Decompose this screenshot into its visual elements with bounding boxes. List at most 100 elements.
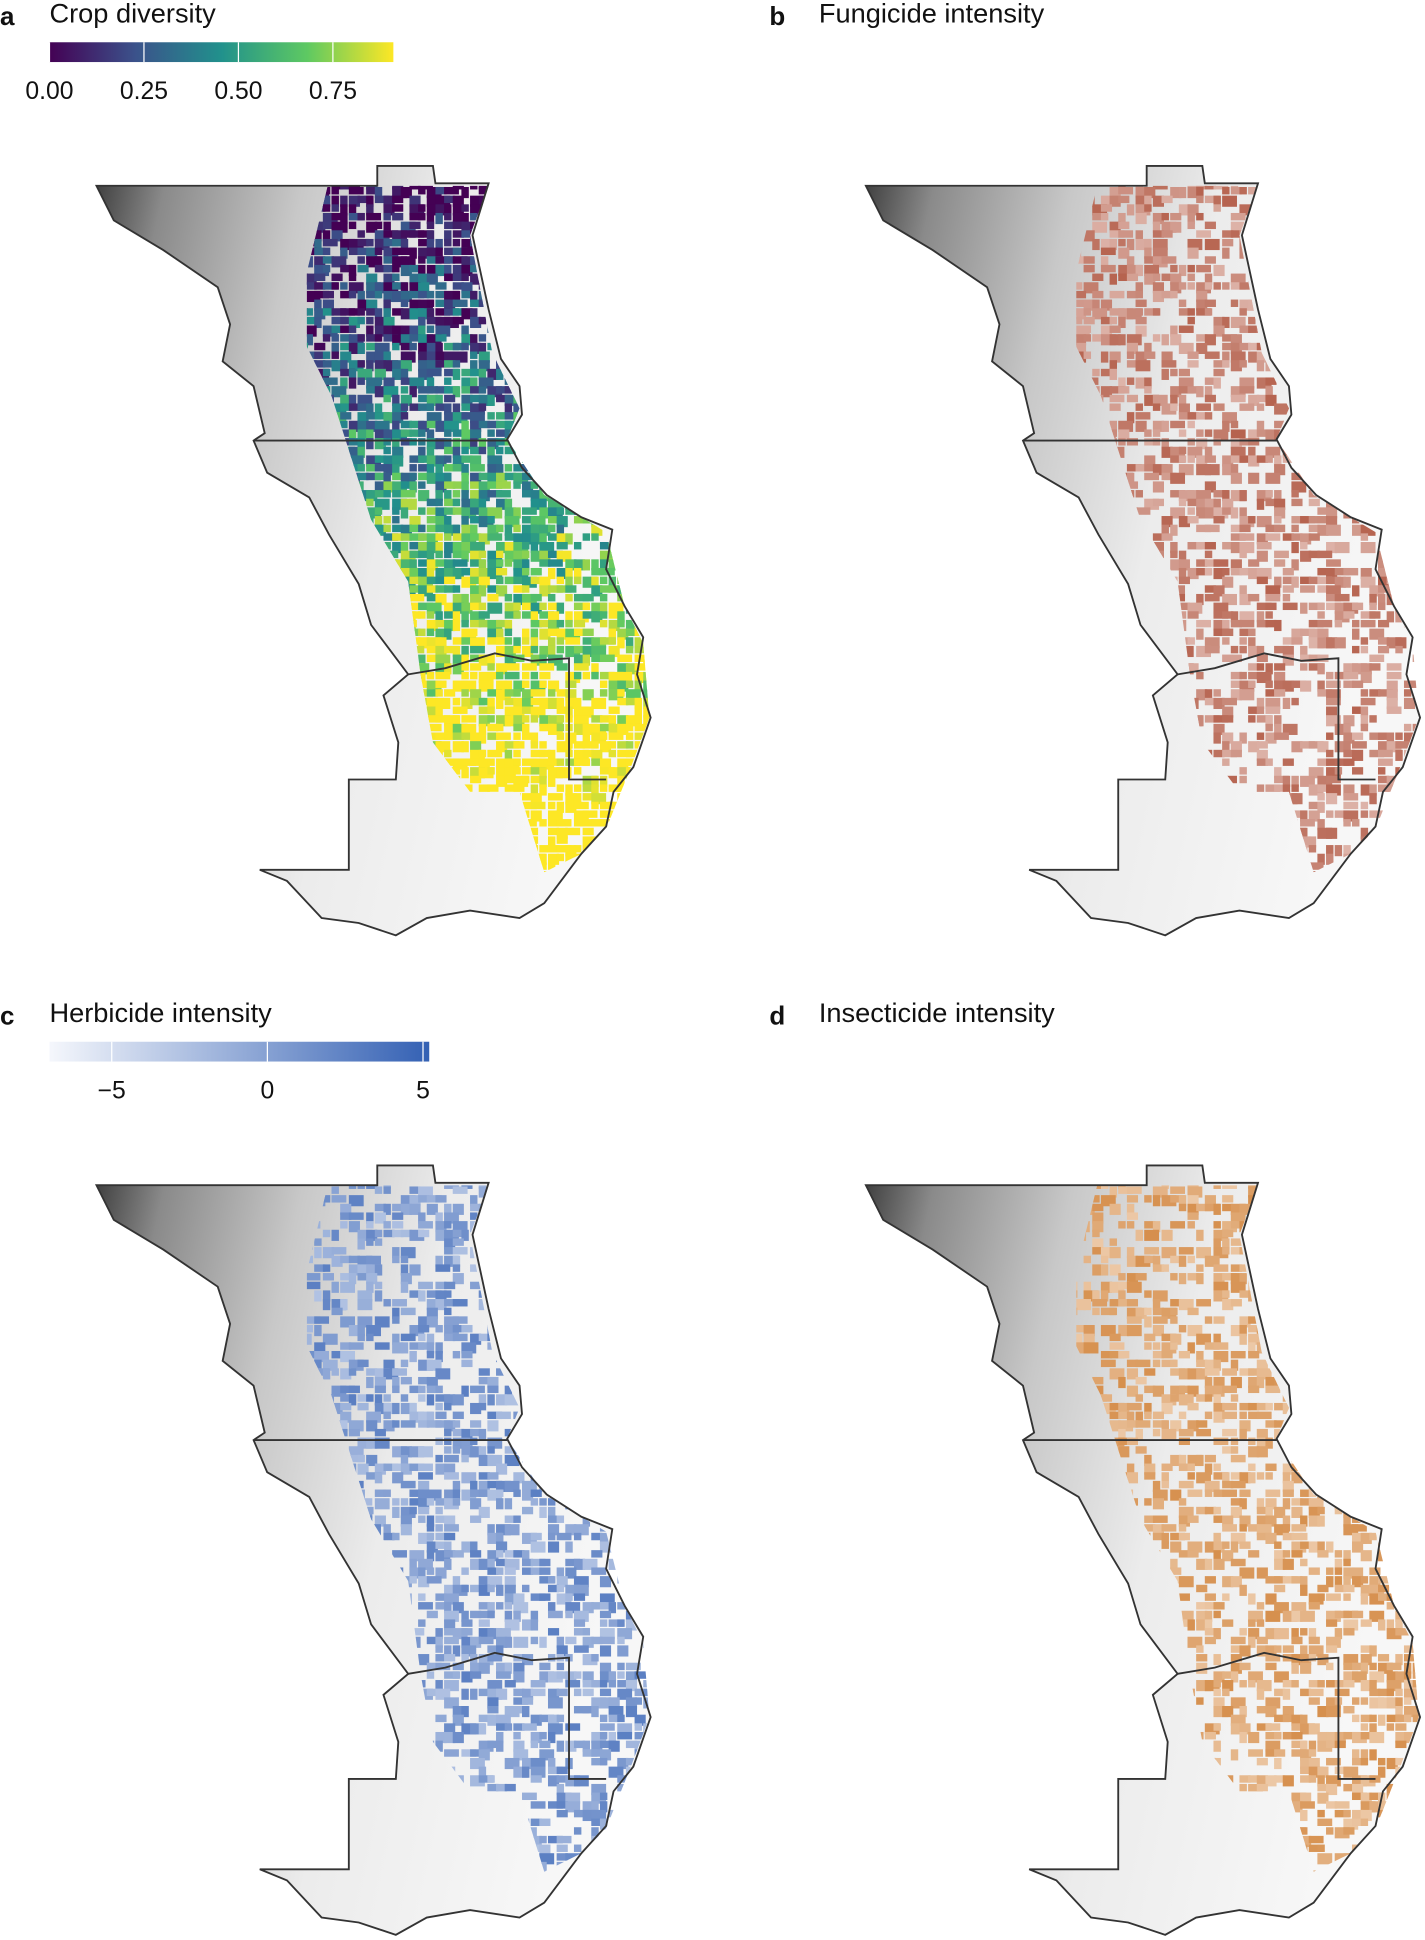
crop-field (539, 386, 555, 398)
crop-field (496, 732, 511, 740)
crop-field (452, 221, 464, 230)
crop-field (1291, 195, 1307, 204)
crop-field (626, 178, 637, 185)
panel-letter: a (0, 1, 15, 31)
crop-field (565, 247, 581, 259)
crop-field (513, 342, 521, 351)
crop-field (1300, 628, 1315, 637)
crop-field (617, 472, 633, 481)
crop-field (1256, 542, 1272, 550)
crop-field (1239, 637, 1247, 645)
crop-field (1369, 403, 1377, 415)
crop-field (444, 749, 452, 758)
crop-field (461, 923, 472, 930)
crop-field (635, 914, 646, 925)
crop-field (1135, 403, 1143, 411)
crop-field (556, 637, 565, 645)
crop-field (400, 542, 409, 554)
crop-field (1230, 611, 1239, 623)
crop-field (322, 308, 334, 316)
crop-field (306, 836, 309, 848)
crop-field (1377, 567, 1390, 580)
crop-field (314, 758, 330, 766)
crop-field (426, 706, 442, 718)
crop-field (478, 498, 487, 510)
crop-field (565, 914, 580, 925)
crop-field (322, 282, 338, 290)
crop-field (556, 567, 572, 580)
crop-field (314, 923, 325, 934)
crop-field (522, 628, 530, 640)
crop-field (591, 170, 606, 177)
crop-field (1300, 663, 1308, 671)
crop-field (539, 645, 555, 658)
crop-field (1361, 923, 1376, 930)
crop-field (1248, 914, 1255, 921)
crop-field (453, 923, 460, 934)
crop-field (609, 914, 620, 921)
crop-field (348, 671, 364, 680)
crop-field (1413, 888, 1425, 899)
crop-field (1076, 732, 1087, 744)
crop-field (374, 247, 383, 256)
crop-field (1387, 897, 1394, 908)
crop-field (366, 671, 378, 680)
crop-field (1230, 342, 1242, 354)
crop-field (1317, 464, 1333, 476)
crop-field (617, 680, 629, 692)
crop-field (1265, 290, 1273, 299)
crop-field (1317, 827, 1333, 839)
crop-field (539, 784, 547, 796)
crop-field (383, 741, 395, 749)
crop-field (625, 723, 634, 732)
crop-field (400, 490, 416, 498)
crop-field (1343, 819, 1351, 827)
crop-field (487, 767, 495, 775)
crop-field (1187, 420, 1195, 429)
crop-field (1100, 680, 1116, 692)
crop-field (383, 204, 395, 216)
crop-field (643, 715, 650, 727)
crop-field (340, 195, 348, 207)
crop-field (1118, 238, 1126, 247)
crop-field (556, 386, 568, 394)
crop-field (418, 368, 433, 380)
crop-field (1317, 368, 1325, 380)
crop-field (1135, 749, 1151, 761)
crop-field (1144, 256, 1156, 264)
crop-field (539, 559, 551, 567)
crop-field (1248, 394, 1260, 406)
crop-field (1222, 170, 1233, 181)
crop-field (1222, 334, 1237, 342)
crop-field (478, 360, 490, 372)
crop-field (331, 697, 339, 706)
crop-field (625, 264, 638, 277)
crop-field (513, 299, 521, 307)
crop-field (366, 161, 377, 172)
crop-field (306, 559, 321, 567)
crop-field (1152, 533, 1164, 541)
crop-field (1213, 325, 1225, 337)
crop-field (487, 290, 499, 299)
crop-field (1135, 420, 1147, 432)
crop-field (1213, 567, 1225, 580)
crop-field (547, 810, 563, 822)
crop-field (652, 429, 659, 440)
crop-field (383, 238, 399, 247)
crop-field (539, 299, 551, 307)
crop-field (643, 906, 654, 913)
crop-field (1300, 464, 1312, 476)
crop-field (1360, 611, 1376, 619)
crop-field (556, 784, 565, 792)
crop-field (314, 576, 322, 588)
crop-field (357, 360, 365, 368)
crop-field (652, 620, 663, 631)
crop-field (513, 550, 529, 562)
crop-field (478, 533, 490, 545)
crop-field (1100, 654, 1116, 666)
crop-field (1196, 559, 1208, 567)
crop-field (1421, 637, 1425, 648)
crop-field (1282, 585, 1294, 593)
crop-field (599, 741, 612, 753)
crop-field (297, 1160, 312, 1167)
